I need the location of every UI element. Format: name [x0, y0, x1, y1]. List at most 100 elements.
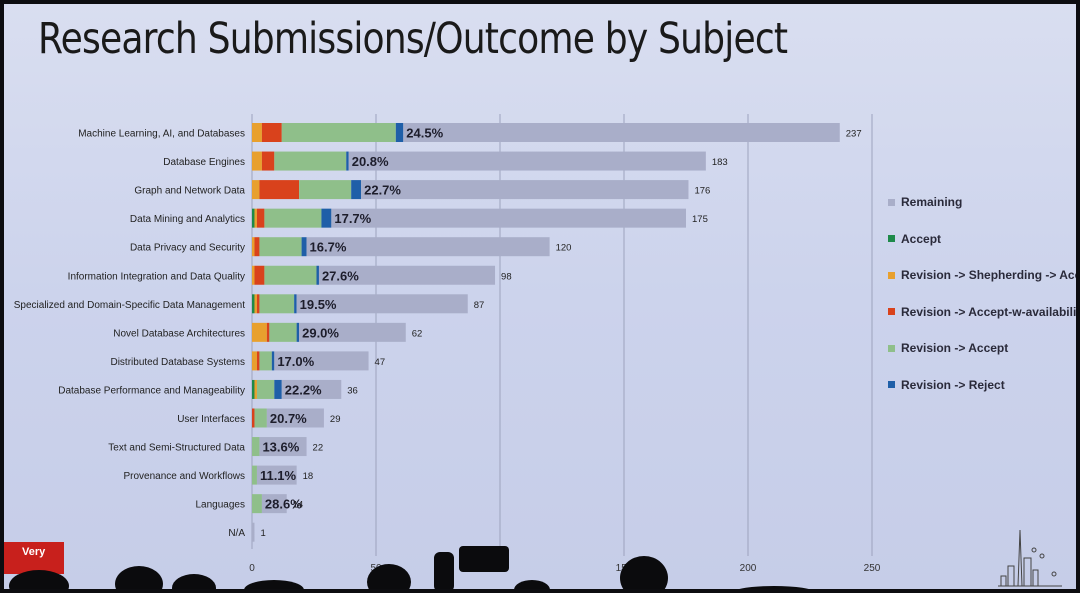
legend-item: Revision -> Reject — [888, 367, 1076, 404]
legend-label: Accept — [901, 231, 942, 246]
total-label: 47 — [375, 357, 386, 368]
bar-segment — [252, 208, 255, 228]
bar-segment — [252, 437, 260, 457]
bar-segment — [261, 151, 275, 171]
slide-title: Research Submissions/Outcome by Subject — [38, 14, 788, 64]
bar-segment — [281, 123, 396, 142]
acceptance-rate-label: 20.8% — [352, 154, 389, 169]
acceptance-rate-label: 20.7% — [270, 411, 307, 426]
legend-item: Revision -> Accept — [888, 330, 1076, 367]
total-label: 175 — [692, 214, 708, 225]
bar-segment — [259, 294, 295, 314]
legend-swatch — [888, 198, 895, 206]
bar-segment — [254, 408, 267, 428]
chart-legend: Remaining Accept Revision -> Shepherding -… — [888, 184, 1076, 403]
bar-segment — [254, 208, 257, 228]
bar-segment — [254, 265, 265, 285]
bar-segment — [348, 151, 706, 171]
bar-segment — [252, 494, 262, 514]
legend-swatch — [888, 308, 895, 316]
bar-segment — [299, 180, 352, 200]
category-label: User Interfaces — [177, 414, 245, 425]
bar-segment — [259, 180, 300, 200]
audience-silhouettes — [9, 546, 809, 589]
total-label: 87 — [474, 300, 485, 311]
legend-swatch — [888, 381, 895, 389]
acceptance-rate-label: 17.7% — [334, 211, 371, 226]
legend-swatch — [888, 271, 895, 279]
total-label: 237 — [846, 129, 862, 140]
bar-segment — [256, 379, 275, 399]
x-tick-label: 0 — [249, 563, 255, 574]
legend-label: Revision -> Reject — [901, 377, 1005, 392]
acceptance-rate-label: 27.6% — [322, 268, 359, 283]
bar-segment — [271, 351, 275, 371]
category-label: Text and Semi-Structured Data — [108, 443, 245, 454]
bar-segment — [261, 494, 287, 514]
bar-segment — [321, 208, 332, 228]
acceptance-rate-label: 28.6% — [265, 497, 302, 512]
legend-label: Revision -> Shepherding -> Accept — [901, 268, 1076, 283]
bar-segment — [252, 322, 267, 342]
acceptance-rate-label: 13.6% — [262, 440, 299, 455]
legend-swatch — [888, 344, 895, 352]
bar-segment — [361, 180, 689, 200]
category-label: Novel Database Architectures — [113, 328, 245, 339]
bar-segment — [346, 151, 349, 171]
bar-segment — [266, 408, 324, 428]
total-label: 22 — [313, 443, 324, 454]
bar-segment — [256, 351, 260, 371]
category-label: Specialized and Domain-Specific Data Man… — [14, 300, 245, 311]
bar-segment — [351, 180, 362, 200]
bar-segment — [259, 437, 307, 457]
legend-item: Revision -> Accept-w-availability — [888, 294, 1076, 331]
category-label: Information Integration and Data Quality — [68, 271, 245, 282]
total-label: 1 — [260, 528, 265, 539]
bar-segment — [296, 294, 468, 314]
legend-item: Revision -> Shepherding -> Accept — [888, 257, 1076, 294]
acceptance-rate-label: 29.0% — [302, 325, 339, 340]
bar-segment — [254, 294, 257, 314]
bar-segment — [252, 151, 262, 171]
bar-segment — [252, 351, 257, 371]
bar-segment — [259, 237, 302, 257]
acceptance-rate-label: 22.2% — [285, 382, 322, 397]
bar-segment — [252, 294, 255, 314]
total-label: 183 — [712, 157, 728, 168]
bar-segment — [274, 379, 282, 399]
category-label: Machine Learning, AI, and Databases — [78, 129, 245, 140]
bar-segment — [252, 180, 260, 200]
bar-segment — [256, 294, 260, 314]
category-label: N/A — [228, 528, 245, 539]
acceptance-rate-label: 11.1% — [260, 468, 297, 483]
acceptance-rate-label: 19.5% — [300, 297, 337, 312]
legend-item: Remaining — [888, 184, 1076, 221]
bar-segment — [254, 379, 257, 399]
acceptance-rate-label: 24.5% — [406, 126, 443, 141]
bar-segment — [254, 237, 260, 257]
bar-segment — [261, 123, 282, 142]
bar-segment — [252, 237, 255, 257]
conference-logo: Very — [4, 542, 64, 574]
bar-segment — [306, 237, 550, 257]
bar-segment — [294, 294, 297, 314]
legend-item: Accept — [888, 221, 1076, 258]
total-label: 98 — [501, 271, 512, 282]
bar-segment — [318, 265, 496, 285]
category-label: Provenance and Workflows — [123, 471, 245, 482]
bar-segment — [316, 265, 319, 285]
bar-segment — [274, 151, 347, 171]
acceptance-rate-label: 16.7% — [310, 240, 347, 255]
category-label: Distributed Database Systems — [110, 357, 245, 368]
bar-segment — [256, 208, 265, 228]
bar-segment — [264, 265, 317, 285]
bar-segment — [252, 379, 255, 399]
bar-segment — [299, 322, 406, 342]
category-label: Data Privacy and Security — [130, 243, 245, 254]
legend-label: Revision -> Accept — [901, 341, 1009, 356]
bar-segment — [259, 351, 272, 371]
bar-segment — [301, 237, 307, 257]
bar-segment — [403, 123, 840, 142]
skyline-logo-icon — [998, 529, 1062, 587]
bar-segment — [269, 322, 297, 342]
